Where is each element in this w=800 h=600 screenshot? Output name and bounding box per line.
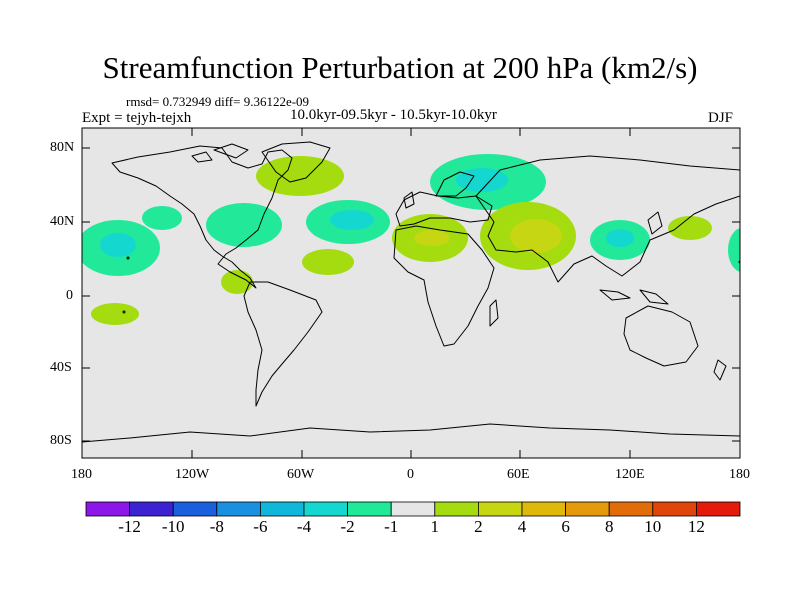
lat-label-0: 0 [66,288,73,303]
axis-ticks [81,128,741,458]
colorbar-swatch [521,501,566,517]
lat-label-40n: 40N [50,214,75,229]
colorbar-label: 10 [644,517,662,536]
lon-label-60w: 60W [287,467,315,482]
colorbar-swatch [390,501,436,517]
colorbar-label: -4 [296,517,312,536]
map-title: Streamfunction Perturbation at 200 hPa (… [102,50,698,85]
colorbar-label: 8 [604,517,614,536]
lon-label-180e: 180 [729,467,750,482]
anomaly-contours [82,154,740,325]
colorbar-label: 1 [430,517,440,536]
lat-label-40s: 40S [50,360,72,375]
colorbar-label: 12 [687,517,705,536]
experiment-label: Expt = tejyh-tejxh [82,110,192,126]
lat-label-80s: 80S [50,433,72,448]
lon-label-180w: 180 [71,467,92,482]
map-plot-area [82,128,740,458]
lon-label-0: 0 [407,467,414,482]
colorbar-label: -8 [209,517,224,536]
coastlines [82,141,740,443]
season-label: DJF [708,110,734,126]
lon-label-60e: 60E [507,467,530,482]
colorbar-swatch [608,501,654,517]
colorbar-swatch [172,501,218,517]
colorbar-swatch [216,501,261,517]
colorbar-swatch [477,501,523,517]
colorbar-label: 6 [561,517,570,536]
colorbar [85,501,741,517]
colorbar-swatch [85,501,130,517]
colorbar-label: -12 [118,517,141,536]
colorbar-label: -10 [161,517,185,536]
colorbar-label: 2 [474,517,483,536]
colorbar-label: -2 [340,517,355,536]
colorbar-swatch [696,501,741,517]
lon-label-120w: 120W [175,467,210,482]
colorbar-swatch [259,501,305,517]
colorbar-swatch [347,501,392,517]
stats-line: rmsd= 0.732949 diff= 9.36122e-09 [126,94,310,109]
colorbar-label: -6 [253,517,268,536]
colorbar-label: -1 [384,517,399,536]
period-label: 10.0kyr-09.5kyr - 10.5kyr-10.0kyr [290,107,497,123]
colorbar-swatch [652,501,697,517]
lon-label-120e: 120E [615,467,645,482]
colorbar-swatch [565,501,610,517]
colorbar-swatch [129,501,174,517]
colorbar-label: 4 [517,517,527,536]
lat-label-80n: 80N [50,140,75,155]
colorbar-swatch [434,501,479,517]
colorbar-swatch [303,501,348,517]
